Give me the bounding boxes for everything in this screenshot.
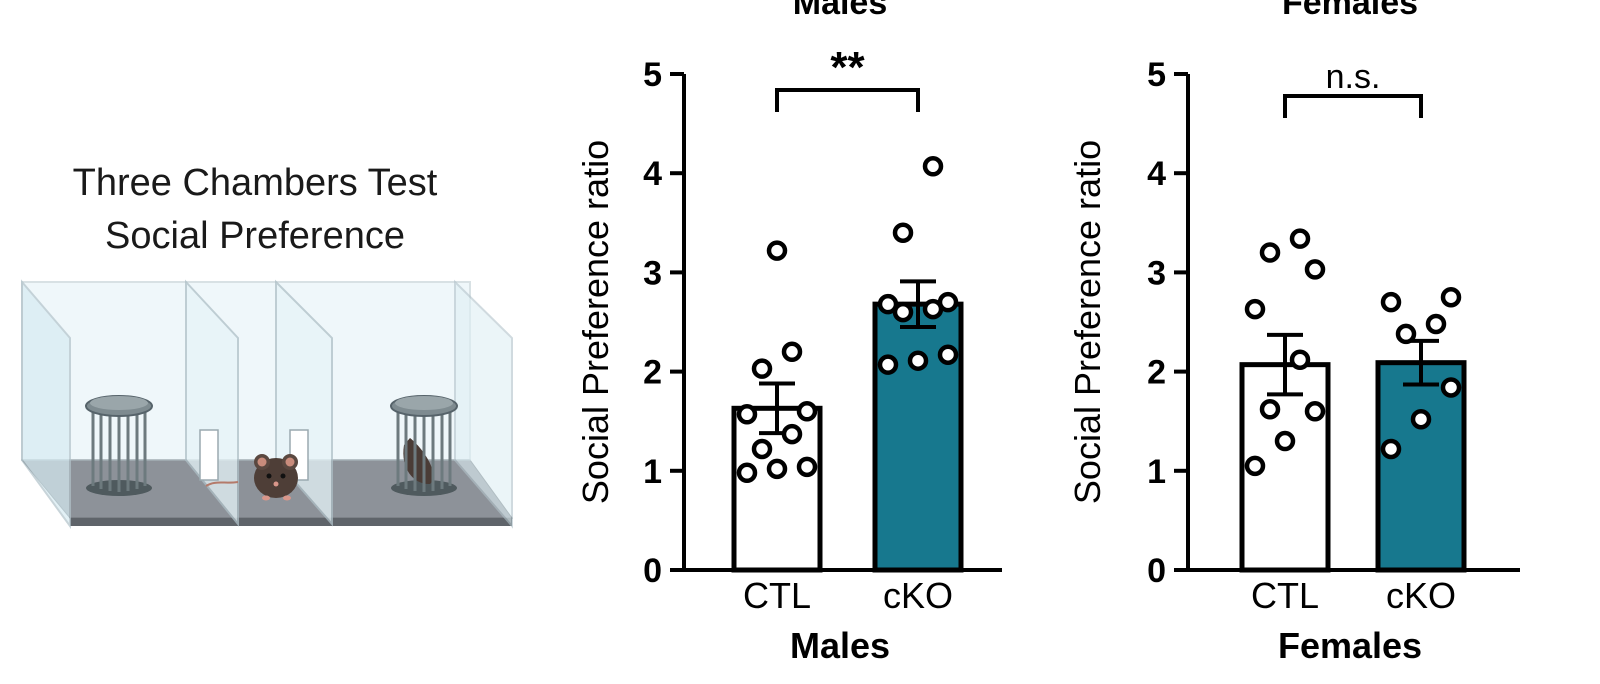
data-point-ctl <box>1289 228 1311 249</box>
data-point-ctl <box>751 358 773 379</box>
bar-ctl <box>731 405 823 573</box>
setup-title-line2: Social Preference <box>105 215 405 257</box>
data-point-ctl <box>736 404 758 425</box>
y-tick-label: 2 <box>643 354 662 392</box>
divider-door-1 <box>199 429 219 481</box>
data-point-ctl <box>1274 430 1296 452</box>
chart-females: Females Social Preference ratio 0 1 2 3 4 5 n… <box>1070 0 1520 666</box>
y-axis <box>1186 74 1520 572</box>
data-point-cko <box>1440 286 1462 308</box>
x-category-label: cKO <box>1386 575 1456 616</box>
data-point-cko <box>907 350 929 371</box>
left-wall <box>21 279 71 530</box>
data-point-ctl <box>781 423 803 445</box>
y-tick-label: 0 <box>643 552 662 590</box>
significance-label: n.s. <box>1326 58 1381 96</box>
data-point-ctl <box>796 401 818 422</box>
test-mouse <box>205 454 298 501</box>
data-point-ctl <box>736 462 758 484</box>
y-tick-label: 1 <box>643 453 662 491</box>
data-point-cko <box>1380 438 1402 460</box>
y-tick-label: 1 <box>1147 453 1166 491</box>
data-point-cko <box>1380 291 1402 313</box>
data-point-cko <box>892 222 914 243</box>
y-tick-label: 2 <box>1147 354 1166 392</box>
y-tick-label: 4 <box>643 155 662 193</box>
data-point-ctl <box>1244 455 1266 477</box>
data-point-cko <box>937 344 959 365</box>
data-point-ctl <box>751 438 773 460</box>
data-point-ctl <box>1259 242 1281 263</box>
data-point-cko <box>1395 323 1417 345</box>
chamber-divider-1 <box>185 279 239 527</box>
back-wall <box>21 281 471 461</box>
data-point-cko <box>1440 377 1462 398</box>
data-point-ctl <box>766 240 788 261</box>
y-tick-label: 3 <box>643 254 662 292</box>
x-category-labels: CTL cKO <box>743 575 953 616</box>
cage-with-stranger-mouse <box>390 395 458 496</box>
x-axis-label: Females <box>1278 625 1422 666</box>
data-point-ctl <box>1304 259 1326 280</box>
y-tick-label: 4 <box>1147 155 1166 193</box>
significance-bracket-line <box>775 88 920 112</box>
y-tick-label: 3 <box>1147 254 1166 292</box>
x-category-label: CTL <box>1251 575 1319 616</box>
data-point-ctl <box>1289 349 1311 370</box>
data-point-cko <box>877 293 899 315</box>
data-points <box>736 156 959 484</box>
y-axis-label: Social Preference ratio <box>1070 140 1108 504</box>
y-tick-label: 0 <box>1147 552 1166 590</box>
chart-title: Females <box>1282 0 1418 22</box>
data-point-ctl <box>1244 298 1266 320</box>
bar-cko <box>1375 360 1467 573</box>
x-category-label: cKO <box>883 575 953 616</box>
data-point-ctl <box>796 456 818 478</box>
empty-cage <box>85 395 153 496</box>
y-ticks: 0 1 2 3 4 5 <box>643 56 684 590</box>
y-tick-label: 5 <box>1147 56 1166 94</box>
data-points <box>1244 228 1462 477</box>
significance-bracket: ** <box>775 43 920 112</box>
data-point-cko <box>892 301 914 323</box>
significance-label: ** <box>830 43 865 92</box>
data-point-ctl <box>766 458 788 480</box>
data-point-cko <box>922 156 944 177</box>
x-category-label: CTL <box>743 575 811 616</box>
bar-cko <box>872 301 964 573</box>
significance-bracket: n.s. <box>1283 58 1423 118</box>
y-ticks: 0 1 2 3 4 5 <box>1147 56 1188 590</box>
data-point-cko <box>1425 313 1447 335</box>
data-point-cko <box>877 354 899 375</box>
three-chamber-apparatus-illustration <box>20 279 513 530</box>
data-point-cko <box>937 291 959 313</box>
data-point-cko <box>1410 408 1432 430</box>
data-point-ctl <box>781 341 803 363</box>
y-tick-label: 5 <box>643 56 662 94</box>
significance-bracket-line <box>1283 94 1423 118</box>
bars <box>731 301 964 573</box>
x-axis-label: Males <box>790 625 890 666</box>
right-wall <box>454 279 513 529</box>
chart-title: Males <box>793 0 888 22</box>
apparatus-floor-edge <box>70 518 512 526</box>
y-axis-label: Social Preference ratio <box>575 140 616 504</box>
x-category-labels: CTL cKO <box>1251 575 1456 616</box>
setup-title-line1: Three Chambers Test <box>72 162 438 204</box>
data-point-ctl <box>1304 401 1326 422</box>
data-point-ctl <box>1259 399 1281 420</box>
